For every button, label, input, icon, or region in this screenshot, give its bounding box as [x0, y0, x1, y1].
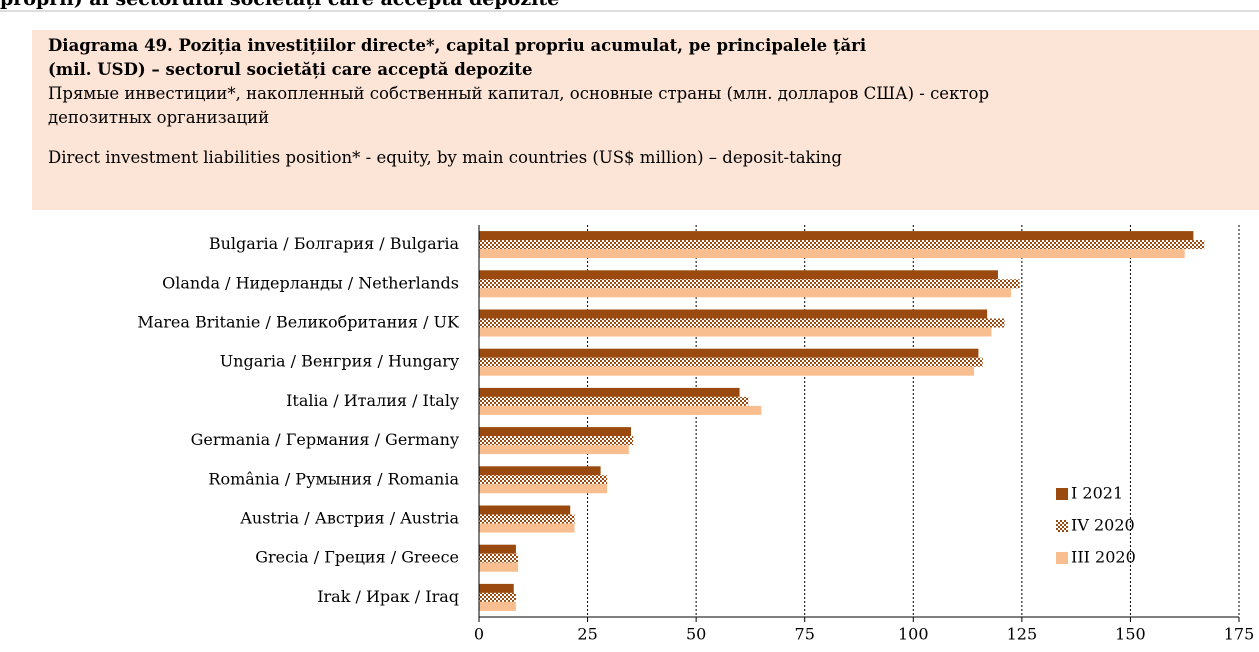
- caption: Diagrama 49. Poziția investițiilor direc…: [48, 36, 990, 167]
- x-tick-label: 100: [898, 625, 929, 644]
- legend-swatch: [1056, 520, 1068, 532]
- y-tick-label: Italia / Италия / Italy: [286, 391, 459, 410]
- bar: [479, 514, 575, 524]
- caption-box: [32, 30, 1259, 210]
- heading: proprii) al sectorului societăți care ac…: [0, 0, 559, 10]
- y-tick-label: România / Румыния / Romania: [208, 469, 459, 488]
- bar: [479, 505, 571, 515]
- legend-label: III 2020: [1071, 548, 1136, 567]
- y-tick-label: Austria / Австрия / Austria: [239, 509, 459, 528]
- bar: [479, 544, 516, 554]
- bar: [479, 601, 516, 611]
- bar: [479, 318, 1005, 328]
- y-tick-label: Marea Britanie / Великобритания / UK: [137, 313, 460, 332]
- bar: [479, 427, 631, 437]
- bar: [479, 484, 608, 494]
- bar: [479, 249, 1185, 259]
- y-tick-label: Olanda / Нидерланды / Netherlands: [162, 273, 459, 292]
- x-tick-label: 150: [1115, 625, 1146, 644]
- bar: [479, 445, 629, 455]
- x-tick-label: 75: [795, 625, 815, 644]
- x-tick-label: 175: [1224, 625, 1255, 644]
- bar: [479, 348, 979, 358]
- bar: [479, 231, 1194, 241]
- bar: [479, 475, 608, 485]
- bar: [479, 270, 998, 280]
- subtitle-ru: Прямые инвестиции*, накопленный собствен…: [48, 84, 990, 127]
- bar: [479, 309, 988, 319]
- x-tick-label: 0: [474, 625, 484, 644]
- y-tick-label: Bulgaria / Болгария / Bulgaria: [209, 234, 460, 253]
- bar: [479, 366, 975, 376]
- bar: [479, 583, 514, 593]
- bar: [479, 240, 1205, 250]
- bar: [479, 562, 519, 572]
- y-tick-label: Grecia / Греция / Greece: [255, 548, 459, 567]
- legend-swatch: [1056, 552, 1068, 564]
- bar: [479, 279, 1020, 289]
- subtitle-en: Direct investment liabilities position* …: [48, 148, 842, 167]
- bar: [479, 288, 1011, 298]
- bar: [479, 405, 762, 415]
- y-tick-label: Germania / Германия / Germany: [191, 430, 459, 449]
- legend-label: IV 2020: [1071, 516, 1135, 535]
- bar: [479, 357, 983, 367]
- bar: [479, 553, 519, 563]
- bar: [479, 387, 740, 397]
- y-tick-label: Ungaria / Венгрия / Hungary: [220, 352, 459, 371]
- bar: [479, 436, 634, 446]
- bar: [479, 592, 516, 602]
- bar: [479, 523, 575, 533]
- x-tick-label: 25: [577, 625, 597, 644]
- y-tick-label: Irak / Ирак / Iraq: [317, 587, 459, 606]
- legend-label: I 2021: [1071, 484, 1123, 503]
- x-tick-label: 50: [686, 625, 706, 644]
- legend-swatch: [1056, 488, 1068, 500]
- bar: [479, 466, 601, 476]
- x-tick-label: 125: [1007, 625, 1038, 644]
- chart-title: Diagrama 49. Poziția investițiilor direc…: [48, 36, 867, 79]
- bar: [479, 396, 749, 406]
- bar: [479, 327, 992, 337]
